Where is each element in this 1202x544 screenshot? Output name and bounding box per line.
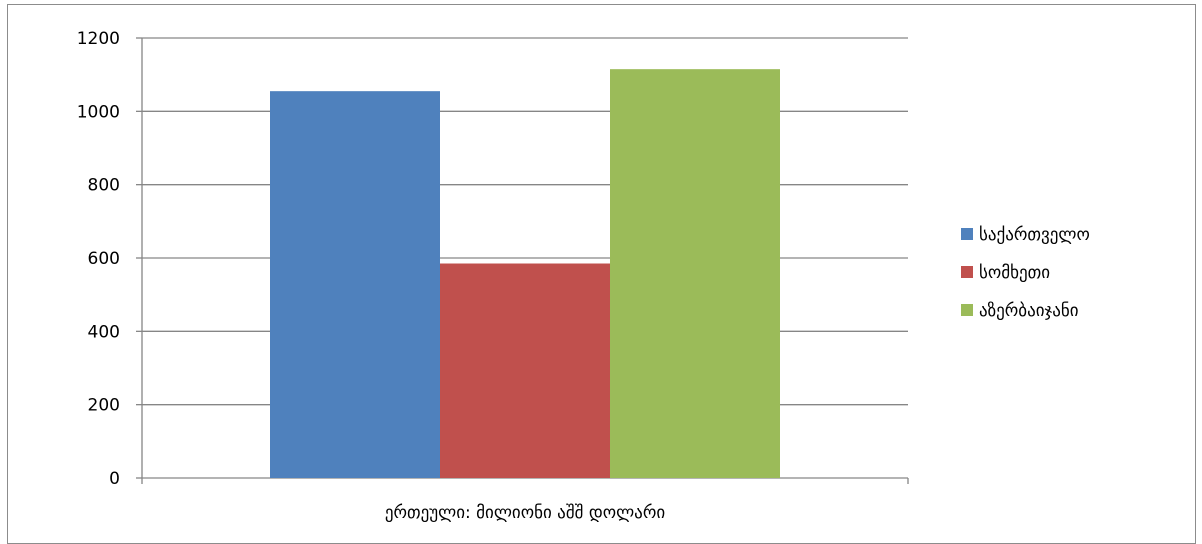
gridlines	[142, 37, 908, 406]
y-tick-label: 1200	[77, 29, 120, 49]
y-tick-label: 400	[88, 322, 120, 342]
category-label: ერთეული: მილიონი აშშ დოლარი	[385, 503, 665, 523]
bar-2	[440, 263, 610, 478]
y-axis: 0 200 400 600 800 1000 1200	[77, 29, 143, 489]
legend-label: აზერბაიჯანი	[979, 301, 1079, 321]
legend-label: სომხეთი	[979, 263, 1050, 283]
y-tick-label: 200	[88, 396, 120, 416]
legend-swatch	[961, 228, 973, 240]
legend-swatch	[961, 266, 973, 278]
bars	[270, 69, 780, 479]
y-tick-label: 1000	[77, 102, 120, 122]
legend-swatch	[961, 304, 973, 316]
bar-3	[610, 69, 780, 479]
legend: საქართველო სომხეთი აზერბაიჯანი	[961, 225, 1090, 321]
y-tick-label: 600	[88, 249, 120, 269]
x-axis: ერთეული: მილიონი აშშ დოლარი	[141, 477, 909, 523]
legend-label: საქართველო	[979, 225, 1090, 245]
bar-1	[270, 91, 440, 479]
y-tick-label: 0	[109, 469, 120, 489]
y-tick-label: 800	[88, 176, 120, 196]
